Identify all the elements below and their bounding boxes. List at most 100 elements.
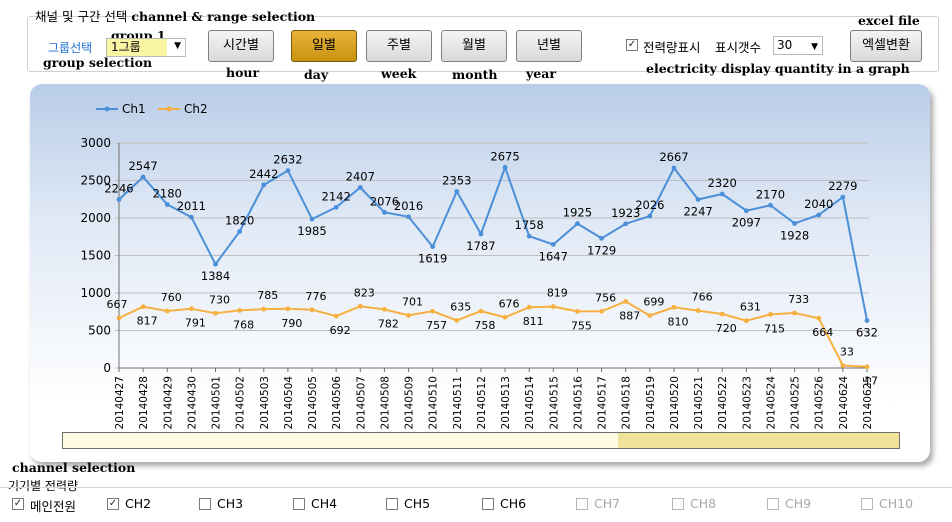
data-point <box>285 306 291 312</box>
data-label: 2011 <box>177 199 206 213</box>
data-label: 730 <box>209 293 230 306</box>
data-label: 715 <box>764 322 785 335</box>
group-select[interactable]: 1그룹 ▼ <box>106 38 186 57</box>
power-display-label: 전력량표시 <box>643 40 701 55</box>
period-button-hour[interactable]: 시간별 <box>208 30 274 62</box>
data-label: 790 <box>281 317 302 330</box>
data-label: 817 <box>137 315 158 328</box>
data-label: 2246 <box>104 182 133 196</box>
x-tick-label: 20140514 <box>524 376 536 430</box>
data-label: 1820 <box>225 214 254 228</box>
data-point <box>237 308 243 313</box>
data-label: 756 <box>595 291 616 304</box>
data-point <box>237 229 243 234</box>
channel-checkbox-1[interactable]: ✓ <box>12 498 24 510</box>
data-point <box>164 308 170 314</box>
count-label: 표시갯수 <box>715 40 762 55</box>
data-point <box>623 299 629 304</box>
x-tick-label: 20140518 <box>621 376 633 429</box>
channel-label: CH5 <box>404 496 431 511</box>
data-point <box>695 197 701 202</box>
data-label: 1923 <box>611 206 640 220</box>
data-label: 811 <box>523 315 544 328</box>
data-point <box>768 202 773 208</box>
data-point <box>719 191 725 197</box>
power-display-checkbox[interactable]: ✓ <box>626 39 638 51</box>
annotation-channel-selection: channel selection <box>12 460 136 475</box>
data-point <box>502 164 508 170</box>
y-tick-label: 3000 <box>80 136 111 150</box>
excel-export-button[interactable]: 엑셀변환 <box>850 30 922 62</box>
series-line-ch1 <box>118 164 868 321</box>
channel-label: CH4 <box>311 496 338 511</box>
section-title: 채널 및 구간 선택 channel & range selection <box>35 9 316 24</box>
data-label: 2247 <box>683 204 712 218</box>
data-label: 2442 <box>249 167 278 181</box>
data-label: 2142 <box>322 189 351 203</box>
data-point <box>116 315 122 321</box>
data-label: 664 <box>812 326 833 339</box>
series-line-ch2 <box>118 300 868 368</box>
chart-panel <box>30 84 930 462</box>
period-button-month[interactable]: 월별 <box>441 30 507 62</box>
annotation-group-selection: group selection <box>43 55 153 70</box>
data-label: 2076 <box>370 194 399 208</box>
data-point <box>647 313 653 318</box>
data-label: 768 <box>233 318 254 331</box>
channel-checkbox-5[interactable] <box>386 498 398 510</box>
channel-checkbox-4[interactable] <box>293 498 305 510</box>
data-label: 720 <box>716 322 737 335</box>
data-point <box>164 202 170 207</box>
period-button-year[interactable]: 년별 <box>516 30 582 62</box>
device-power-label: 기기별 전력량 <box>8 479 79 493</box>
data-label: 2170 <box>756 187 785 201</box>
data-label: 2407 <box>346 169 375 183</box>
period-button-week[interactable]: 주별 <box>366 30 432 62</box>
data-label: 2675 <box>490 149 519 163</box>
channel-label: CH9 <box>785 496 812 511</box>
data-point <box>261 182 267 188</box>
x-tick-label: 20140506 <box>331 376 343 430</box>
y-tick-label: 0 <box>103 361 111 375</box>
data-point <box>382 306 387 312</box>
chevron-down-icon: ▼ <box>174 41 181 51</box>
data-label: 2353 <box>442 174 471 188</box>
data-point <box>454 189 460 194</box>
channel-label: CH10 <box>879 496 914 511</box>
x-tick-label: 20140524 <box>765 376 777 430</box>
x-tick-label: 20140429 <box>162 376 174 429</box>
data-label: 810 <box>667 315 688 328</box>
legend-ch1-label: Ch1 <box>122 102 146 116</box>
data-point <box>213 310 218 316</box>
data-label: 776 <box>306 290 327 303</box>
data-label: 782 <box>378 317 399 330</box>
channel-checkbox-6[interactable] <box>482 498 494 510</box>
data-label: 632 <box>856 326 878 340</box>
data-label: 2180 <box>153 187 182 201</box>
chevron-down-icon: ▼ <box>811 42 818 52</box>
y-tick-label: 2000 <box>80 211 111 225</box>
data-label: 1729 <box>587 243 616 257</box>
chart-scrollbar-thumb[interactable] <box>618 433 899 448</box>
channel-checkbox-7 <box>576 498 588 510</box>
channel-label: CH3 <box>217 496 244 511</box>
period-button-day[interactable]: 일별 <box>291 30 357 62</box>
data-point <box>333 313 339 319</box>
data-point <box>357 303 363 309</box>
data-label: 1758 <box>515 218 544 232</box>
count-select[interactable]: 30 ▼ <box>773 36 823 55</box>
data-point <box>357 185 363 190</box>
data-point <box>309 307 315 313</box>
data-label: 2097 <box>732 216 761 230</box>
x-tick-label: 20140512 <box>476 376 488 429</box>
data-point <box>743 318 749 324</box>
data-point <box>140 304 146 310</box>
data-label: 1787 <box>466 239 495 253</box>
channel-checkbox-3[interactable] <box>199 498 211 510</box>
chart-scrollbar[interactable] <box>62 432 900 449</box>
data-point <box>188 214 194 220</box>
channel-checkbox-2[interactable]: ✓ <box>107 498 119 510</box>
annotation-day: day <box>304 67 329 82</box>
data-point <box>792 310 798 316</box>
